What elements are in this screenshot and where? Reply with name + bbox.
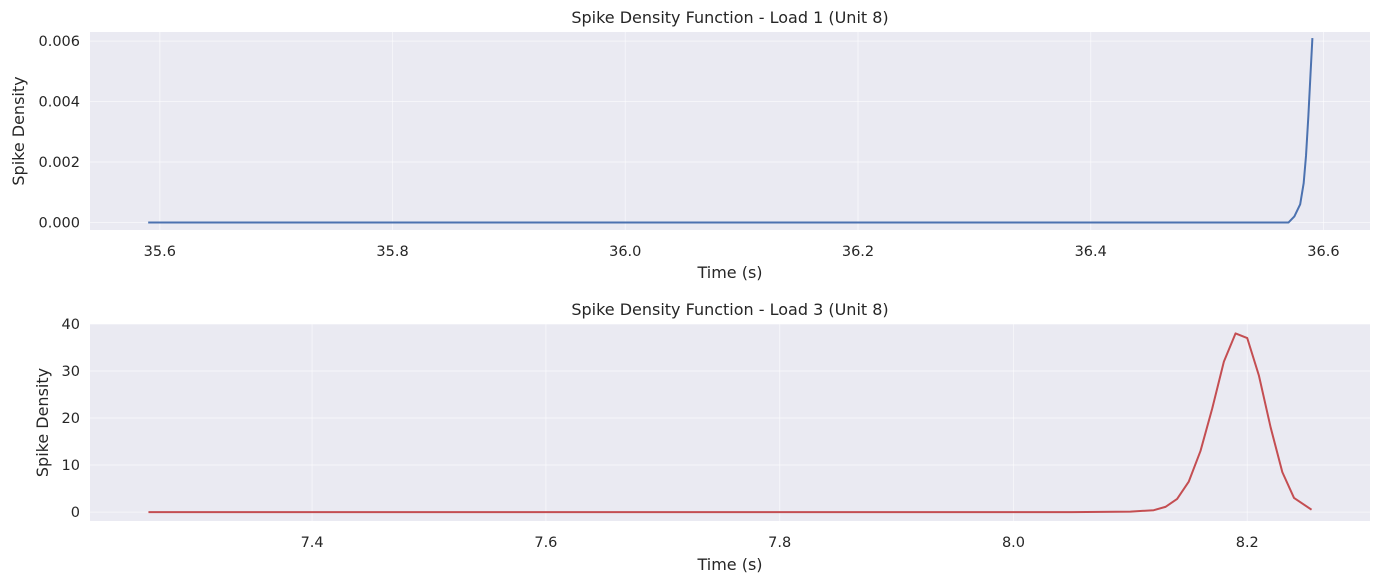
x-tick-label: 35.8 [376, 244, 408, 260]
x-axis-label: Time (s) [696, 263, 762, 282]
series-line [148, 332, 1313, 514]
x-axis-label: Time (s) [696, 555, 762, 574]
chart-title: Spike Density Function - Load 3 (Unit 8) [571, 300, 888, 319]
y-tick-label: 0.000 [38, 215, 80, 231]
chart-title: Spike Density Function - Load 1 (Unit 8) [571, 8, 888, 27]
x-tick-label: 8.0 [1002, 535, 1025, 551]
plot-area [90, 324, 1370, 521]
y-tick-label: 20 [62, 411, 80, 427]
y-tick-label: 0.002 [38, 155, 80, 171]
x-tick-label: 36.4 [1075, 244, 1107, 260]
y-tick-label: 10 [62, 458, 80, 474]
x-tick-label: 7.4 [301, 535, 324, 551]
x-tick-label: 35.6 [144, 244, 176, 260]
y-axis-label: Spike Density [9, 76, 28, 185]
chart-panel-1: 35.6 35.8 36.0 36.2 36.4 36.6 0.000 0.002 0.004 0… [9, 8, 1370, 282]
x-tick-label: 7.6 [534, 535, 557, 551]
y-tick-label: 0.004 [38, 95, 80, 111]
x-tick-label: 7.8 [768, 535, 791, 551]
y-tick-label: 0.006 [38, 34, 80, 50]
x-tick-label: 36.0 [609, 244, 641, 260]
x-tick-label: 36.2 [842, 244, 874, 260]
y-tick-label: 40 [62, 317, 80, 333]
plot-area [90, 32, 1370, 230]
x-tick-label: 36.6 [1307, 244, 1339, 260]
x-tick-label: 8.2 [1236, 535, 1259, 551]
series-line [148, 37, 1314, 224]
y-axis-label: Spike Density [33, 368, 52, 477]
y-tick-label: 30 [62, 364, 80, 380]
chart-panel-2: 7.4 7.6 7.8 8.0 8.2 0 10 20 30 40 Spike Density Fu… [33, 300, 1370, 574]
y-tick-label: 0 [71, 505, 80, 521]
